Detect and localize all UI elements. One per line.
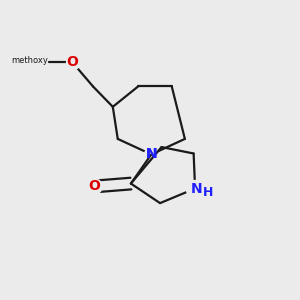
Text: N: N [146, 147, 157, 161]
Text: N: N [191, 182, 203, 196]
Text: N: N [146, 147, 157, 161]
Text: O: O [88, 179, 100, 194]
Text: methoxy: methoxy [11, 56, 48, 65]
Text: H: H [203, 186, 213, 200]
Text: O: O [67, 56, 79, 70]
